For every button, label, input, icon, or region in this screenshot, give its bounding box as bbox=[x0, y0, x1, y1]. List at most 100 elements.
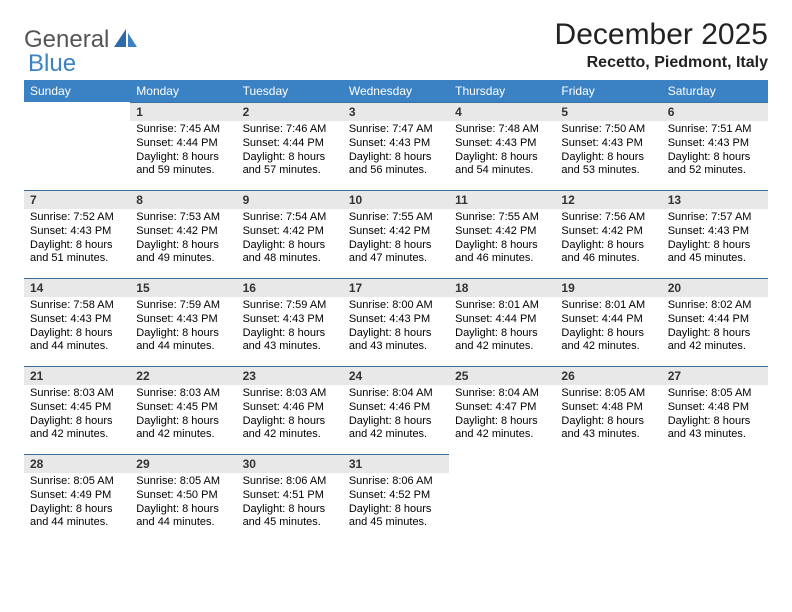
sunset-text: Sunset: 4:46 PM bbox=[349, 401, 443, 415]
dayhdr-mon: Monday bbox=[130, 80, 236, 102]
week-row: 14Sunrise: 7:58 AMSunset: 4:43 PMDayligh… bbox=[24, 278, 768, 366]
sunset-text: Sunset: 4:43 PM bbox=[561, 137, 655, 151]
daylight-text: Daylight: 8 hours and 49 minutes. bbox=[136, 239, 230, 267]
day-number: 27 bbox=[662, 366, 768, 385]
sunset-text: Sunset: 4:44 PM bbox=[136, 137, 230, 151]
day-number: 13 bbox=[662, 190, 768, 209]
sunrise-text: Sunrise: 7:51 AM bbox=[668, 123, 762, 137]
day-body: Sunrise: 8:02 AMSunset: 4:44 PMDaylight:… bbox=[662, 297, 768, 358]
day-number: 1 bbox=[130, 102, 236, 121]
day-cell: 22Sunrise: 8:03 AMSunset: 4:45 PMDayligh… bbox=[130, 366, 236, 454]
sunrise-text: Sunrise: 8:06 AM bbox=[349, 475, 443, 489]
daylight-text: Daylight: 8 hours and 43 minutes. bbox=[243, 327, 337, 355]
sunrise-text: Sunrise: 8:00 AM bbox=[349, 299, 443, 313]
sunset-text: Sunset: 4:42 PM bbox=[349, 225, 443, 239]
day-number: 18 bbox=[449, 278, 555, 297]
daylight-text: Daylight: 8 hours and 44 minutes. bbox=[136, 327, 230, 355]
sunrise-text: Sunrise: 8:02 AM bbox=[668, 299, 762, 313]
daylight-text: Daylight: 8 hours and 43 minutes. bbox=[561, 415, 655, 443]
day-cell: 16Sunrise: 7:59 AMSunset: 4:43 PMDayligh… bbox=[237, 278, 343, 366]
day-body: Sunrise: 7:52 AMSunset: 4:43 PMDaylight:… bbox=[24, 209, 130, 270]
daylight-text: Daylight: 8 hours and 46 minutes. bbox=[455, 239, 549, 267]
day-body: Sunrise: 7:57 AMSunset: 4:43 PMDaylight:… bbox=[662, 209, 768, 270]
day-number: 26 bbox=[555, 366, 661, 385]
day-body: Sunrise: 8:04 AMSunset: 4:46 PMDaylight:… bbox=[343, 385, 449, 446]
day-cell: 12Sunrise: 7:56 AMSunset: 4:42 PMDayligh… bbox=[555, 190, 661, 278]
daylight-text: Daylight: 8 hours and 42 minutes. bbox=[455, 415, 549, 443]
day-cell: 14Sunrise: 7:58 AMSunset: 4:43 PMDayligh… bbox=[24, 278, 130, 366]
sunrise-text: Sunrise: 7:46 AM bbox=[243, 123, 337, 137]
daylight-text: Daylight: 8 hours and 53 minutes. bbox=[561, 151, 655, 179]
day-number: 22 bbox=[130, 366, 236, 385]
dayhdr-sat: Saturday bbox=[662, 80, 768, 102]
sunrise-text: Sunrise: 8:05 AM bbox=[30, 475, 124, 489]
day-body: Sunrise: 8:04 AMSunset: 4:47 PMDaylight:… bbox=[449, 385, 555, 446]
day-cell: 31Sunrise: 8:06 AMSunset: 4:52 PMDayligh… bbox=[343, 454, 449, 542]
day-cell: 19Sunrise: 8:01 AMSunset: 4:44 PMDayligh… bbox=[555, 278, 661, 366]
day-number: 15 bbox=[130, 278, 236, 297]
day-number: 29 bbox=[130, 454, 236, 473]
day-header-row: Sunday Monday Tuesday Wednesday Thursday… bbox=[24, 80, 768, 102]
day-number: 25 bbox=[449, 366, 555, 385]
day-body: Sunrise: 8:01 AMSunset: 4:44 PMDaylight:… bbox=[449, 297, 555, 358]
sunrise-text: Sunrise: 8:05 AM bbox=[561, 387, 655, 401]
day-body: Sunrise: 7:58 AMSunset: 4:43 PMDaylight:… bbox=[24, 297, 130, 358]
sunset-text: Sunset: 4:43 PM bbox=[668, 137, 762, 151]
sunset-text: Sunset: 4:46 PM bbox=[243, 401, 337, 415]
day-number: 12 bbox=[555, 190, 661, 209]
dayhdr-fri: Friday bbox=[555, 80, 661, 102]
sunrise-text: Sunrise: 7:55 AM bbox=[455, 211, 549, 225]
dayhdr-wed: Wednesday bbox=[343, 80, 449, 102]
day-body: Sunrise: 7:55 AMSunset: 4:42 PMDaylight:… bbox=[343, 209, 449, 270]
sunset-text: Sunset: 4:43 PM bbox=[136, 313, 230, 327]
day-cell: 5Sunrise: 7:50 AMSunset: 4:43 PMDaylight… bbox=[555, 102, 661, 190]
daylight-text: Daylight: 8 hours and 43 minutes. bbox=[668, 415, 762, 443]
day-cell: 2Sunrise: 7:46 AMSunset: 4:44 PMDaylight… bbox=[237, 102, 343, 190]
sunset-text: Sunset: 4:45 PM bbox=[136, 401, 230, 415]
header: General December 2025 Recetto, Piedmont,… bbox=[24, 18, 768, 72]
daylight-text: Daylight: 8 hours and 52 minutes. bbox=[668, 151, 762, 179]
day-cell bbox=[449, 454, 555, 542]
day-body: Sunrise: 7:56 AMSunset: 4:42 PMDaylight:… bbox=[555, 209, 661, 270]
sunrise-text: Sunrise: 8:04 AM bbox=[455, 387, 549, 401]
day-number: 10 bbox=[343, 190, 449, 209]
day-body: Sunrise: 7:55 AMSunset: 4:42 PMDaylight:… bbox=[449, 209, 555, 270]
sunset-text: Sunset: 4:43 PM bbox=[668, 225, 762, 239]
day-cell: 25Sunrise: 8:04 AMSunset: 4:47 PMDayligh… bbox=[449, 366, 555, 454]
day-number: 8 bbox=[130, 190, 236, 209]
day-cell: 15Sunrise: 7:59 AMSunset: 4:43 PMDayligh… bbox=[130, 278, 236, 366]
daylight-text: Daylight: 8 hours and 56 minutes. bbox=[349, 151, 443, 179]
daylight-text: Daylight: 8 hours and 47 minutes. bbox=[349, 239, 443, 267]
day-number: 4 bbox=[449, 102, 555, 121]
daylight-text: Daylight: 8 hours and 42 minutes. bbox=[349, 415, 443, 443]
sunrise-text: Sunrise: 7:54 AM bbox=[243, 211, 337, 225]
sunset-text: Sunset: 4:43 PM bbox=[30, 225, 124, 239]
daylight-text: Daylight: 8 hours and 42 minutes. bbox=[243, 415, 337, 443]
sunset-text: Sunset: 4:43 PM bbox=[455, 137, 549, 151]
sunrise-text: Sunrise: 7:57 AM bbox=[668, 211, 762, 225]
day-number: 6 bbox=[662, 102, 768, 121]
daylight-text: Daylight: 8 hours and 42 minutes. bbox=[561, 327, 655, 355]
day-number: 14 bbox=[24, 278, 130, 297]
day-cell: 29Sunrise: 8:05 AMSunset: 4:50 PMDayligh… bbox=[130, 454, 236, 542]
dayhdr-sun: Sunday bbox=[24, 80, 130, 102]
daylight-text: Daylight: 8 hours and 48 minutes. bbox=[243, 239, 337, 267]
sunset-text: Sunset: 4:48 PM bbox=[561, 401, 655, 415]
day-cell: 11Sunrise: 7:55 AMSunset: 4:42 PMDayligh… bbox=[449, 190, 555, 278]
daylight-text: Daylight: 8 hours and 42 minutes. bbox=[668, 327, 762, 355]
day-body: Sunrise: 7:59 AMSunset: 4:43 PMDaylight:… bbox=[130, 297, 236, 358]
daylight-text: Daylight: 8 hours and 57 minutes. bbox=[243, 151, 337, 179]
day-number: 31 bbox=[343, 454, 449, 473]
day-number: 16 bbox=[237, 278, 343, 297]
day-body: Sunrise: 8:05 AMSunset: 4:48 PMDaylight:… bbox=[662, 385, 768, 446]
day-cell: 9Sunrise: 7:54 AMSunset: 4:42 PMDaylight… bbox=[237, 190, 343, 278]
sunset-text: Sunset: 4:50 PM bbox=[136, 489, 230, 503]
sunset-text: Sunset: 4:44 PM bbox=[668, 313, 762, 327]
sunset-text: Sunset: 4:49 PM bbox=[30, 489, 124, 503]
calendar-body: 1Sunrise: 7:45 AMSunset: 4:44 PMDaylight… bbox=[24, 102, 768, 542]
sunset-text: Sunset: 4:45 PM bbox=[30, 401, 124, 415]
day-number: 17 bbox=[343, 278, 449, 297]
daylight-text: Daylight: 8 hours and 59 minutes. bbox=[136, 151, 230, 179]
day-cell: 18Sunrise: 8:01 AMSunset: 4:44 PMDayligh… bbox=[449, 278, 555, 366]
sunset-text: Sunset: 4:44 PM bbox=[243, 137, 337, 151]
